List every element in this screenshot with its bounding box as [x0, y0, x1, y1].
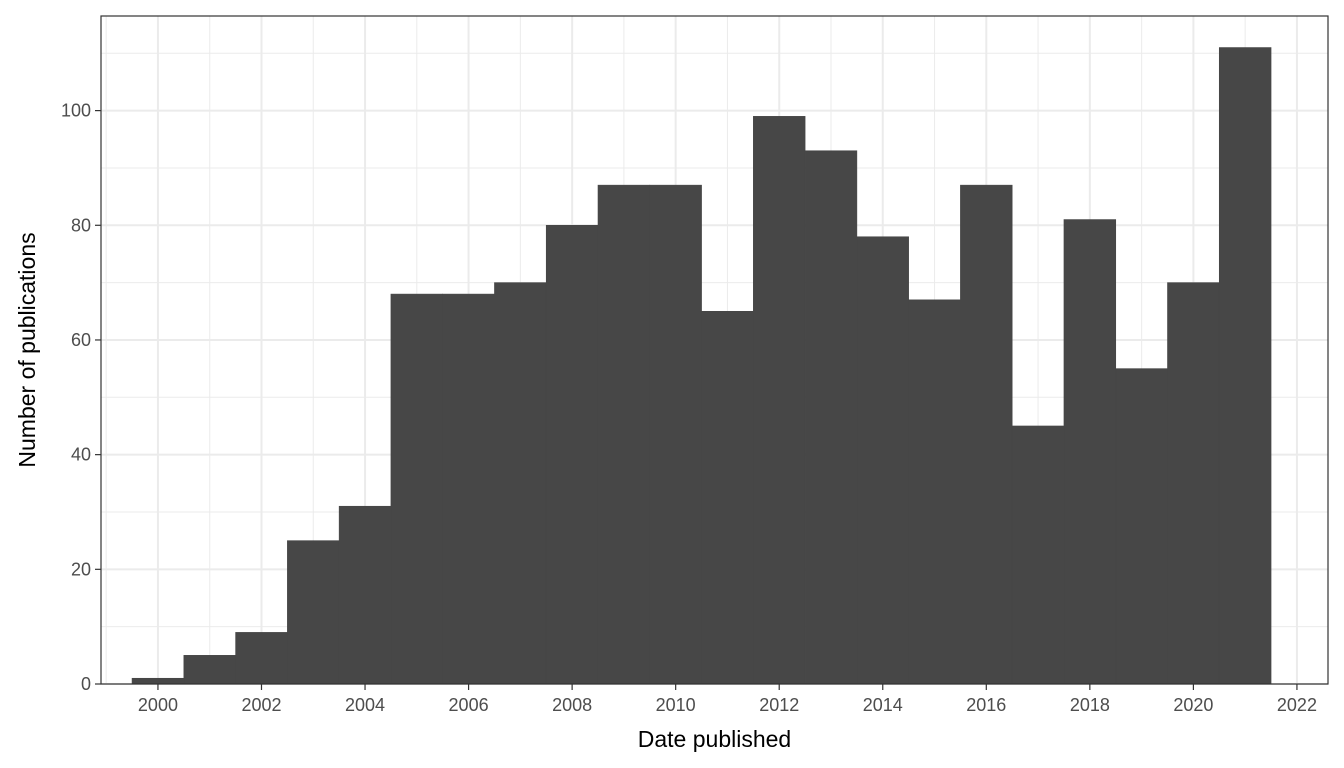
histogram-bar: [701, 310, 754, 685]
x-tick-label: 2012: [759, 695, 799, 715]
histogram-bar: [183, 655, 236, 685]
y-axis-title: Number of publications: [14, 232, 40, 467]
histogram-bar: [131, 677, 185, 685]
x-axis-title: Date published: [638, 726, 791, 752]
histogram-bar: [287, 540, 340, 685]
y-tick-label: 100: [61, 101, 91, 121]
x-tick-label: 2002: [241, 695, 281, 715]
histogram-bar: [597, 184, 651, 685]
plot-panel-border: [100, 15, 1329, 685]
histogram-bar: [338, 505, 392, 685]
histogram-bar: [442, 293, 495, 685]
histogram-bar: [960, 184, 1013, 685]
histogram-bar: [753, 116, 806, 685]
histogram-bars: [131, 47, 1272, 685]
histogram-bar: [390, 293, 443, 685]
tick-labels: 0 20 40 60 80 100 2000 2002 2004 2006 2008 2010 2012…: [61, 101, 1317, 715]
histogram-bar: [804, 150, 858, 685]
x-tick-label: 2006: [449, 695, 489, 715]
histogram-bar: [545, 224, 599, 685]
x-tick-label: 2020: [1173, 695, 1213, 715]
histogram-bar: [494, 282, 547, 685]
histogram-bar: [856, 236, 909, 685]
y-tick-label: 20: [71, 559, 91, 579]
x-tick-label: 2022: [1277, 695, 1317, 715]
x-tick-label: 2014: [863, 695, 903, 715]
y-tick-label: 0: [81, 674, 91, 694]
histogram-bar: [235, 632, 288, 685]
x-tick-label: 2010: [656, 695, 696, 715]
y-tick-label: 80: [71, 215, 91, 235]
x-tick-label: 2008: [552, 695, 592, 715]
x-tick-label: 2016: [966, 695, 1006, 715]
x-tick-label: 2004: [345, 695, 385, 715]
histogram-bar: [908, 299, 961, 685]
axis-ticks: [95, 110, 1298, 690]
x-tick-label: 2018: [1070, 695, 1110, 715]
histogram-bar: [1218, 47, 1272, 685]
x-tick-label: 2000: [138, 695, 178, 715]
histogram-bar: [1063, 219, 1117, 685]
histogram-bar: [1115, 368, 1168, 685]
histogram-bar: [1011, 425, 1065, 685]
y-tick-label: 60: [71, 330, 91, 350]
histogram-bar: [1167, 282, 1220, 685]
histogram-bar: [649, 184, 702, 685]
y-tick-label: 40: [71, 445, 91, 465]
